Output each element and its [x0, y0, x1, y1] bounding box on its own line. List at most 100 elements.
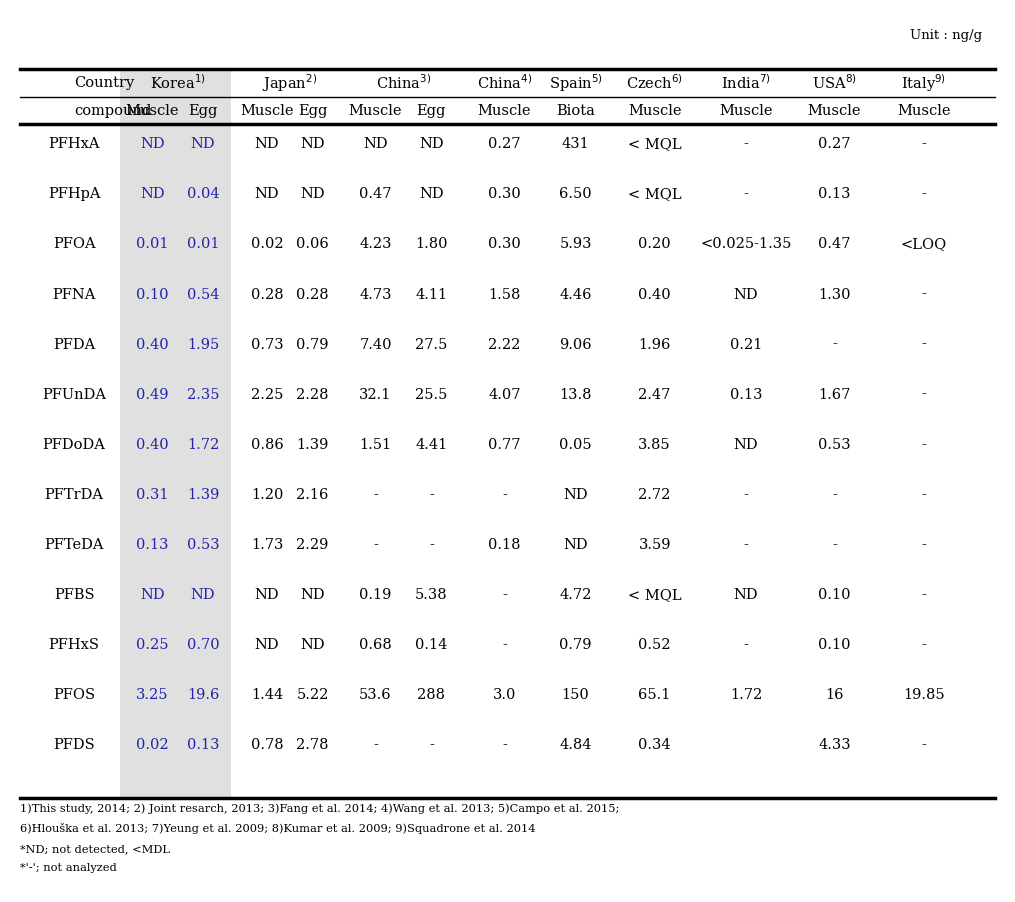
Text: -: -: [429, 538, 433, 552]
Text: -: -: [429, 738, 433, 752]
Text: 0.01: 0.01: [136, 237, 168, 252]
Text: 1.96: 1.96: [638, 337, 671, 352]
Text: 6.50: 6.50: [559, 188, 592, 201]
Text: Egg: Egg: [298, 104, 327, 118]
Text: 4.11: 4.11: [415, 288, 448, 301]
Text: Muscle: Muscle: [478, 104, 531, 118]
Text: ND: ND: [734, 288, 758, 301]
Text: 1.80: 1.80: [415, 237, 448, 252]
Text: 0.04: 0.04: [187, 188, 219, 201]
Text: -: -: [502, 738, 506, 752]
Text: 0.47: 0.47: [818, 237, 851, 252]
Text: < MQL: < MQL: [628, 137, 681, 152]
Text: 4.73: 4.73: [359, 288, 392, 301]
Text: -: -: [502, 588, 506, 602]
Text: -: -: [832, 337, 836, 352]
Text: 2.72: 2.72: [638, 488, 671, 502]
Text: 0.28: 0.28: [251, 288, 283, 301]
Text: 0.06: 0.06: [296, 237, 329, 252]
Text: Japan$^{2)}$: Japan$^{2)}$: [262, 72, 318, 94]
Text: 1.95: 1.95: [187, 337, 219, 352]
Text: Italy$^{9)}$: Italy$^{9)}$: [901, 72, 946, 94]
Text: PFTrDA: PFTrDA: [45, 488, 104, 502]
Text: 1.73: 1.73: [251, 538, 283, 552]
Text: < MQL: < MQL: [628, 588, 681, 602]
Text: *'-'; not analyzed: *'-'; not analyzed: [20, 862, 117, 873]
Text: 2.28: 2.28: [296, 388, 329, 401]
Text: 3.0: 3.0: [492, 688, 517, 702]
Text: 0.68: 0.68: [359, 638, 392, 652]
Text: 27.5: 27.5: [415, 337, 448, 352]
Text: ND: ND: [734, 588, 758, 602]
Text: USA$^{8)}$: USA$^{8)}$: [812, 74, 857, 92]
Text: 0.28: 0.28: [296, 288, 329, 301]
Text: -: -: [922, 337, 926, 352]
Text: 16: 16: [825, 688, 843, 702]
Text: 0.30: 0.30: [488, 237, 521, 252]
Text: 0.49: 0.49: [136, 388, 168, 401]
Text: Egg: Egg: [417, 104, 446, 118]
Text: 0.54: 0.54: [187, 288, 219, 301]
Text: 2.78: 2.78: [296, 738, 329, 752]
Text: 13.8: 13.8: [559, 388, 592, 401]
Text: PFOA: PFOA: [53, 237, 95, 252]
Text: 0.86: 0.86: [251, 437, 283, 452]
Text: 0.73: 0.73: [251, 337, 283, 352]
Text: ND: ND: [300, 137, 325, 152]
Text: -: -: [922, 188, 926, 201]
Text: 65.1: 65.1: [638, 688, 671, 702]
Text: 0.40: 0.40: [136, 337, 168, 352]
Text: -: -: [922, 638, 926, 652]
Text: 0.34: 0.34: [638, 738, 671, 752]
Text: 5.38: 5.38: [415, 588, 448, 602]
Text: 4.84: 4.84: [559, 738, 592, 752]
Text: 19.85: 19.85: [902, 688, 945, 702]
Text: 3.25: 3.25: [136, 688, 168, 702]
Text: 2.35: 2.35: [187, 388, 219, 401]
Text: 0.13: 0.13: [818, 188, 851, 201]
Text: -: -: [832, 538, 836, 552]
Text: -: -: [744, 188, 748, 201]
Text: ND: ND: [300, 588, 325, 602]
Text: -: -: [374, 738, 378, 752]
Text: 2.22: 2.22: [488, 337, 521, 352]
Text: PFBS: PFBS: [54, 588, 94, 602]
Text: -: -: [502, 638, 506, 652]
Text: 0.13: 0.13: [187, 738, 219, 752]
Text: -: -: [832, 488, 836, 502]
Text: ND: ND: [140, 137, 164, 152]
Text: 0.53: 0.53: [187, 538, 219, 552]
Text: 150: 150: [561, 688, 590, 702]
Text: 0.02: 0.02: [136, 738, 168, 752]
Text: China$^{3)}$: China$^{3)}$: [376, 74, 431, 92]
Text: Country: Country: [74, 76, 134, 90]
Text: 1.72: 1.72: [730, 688, 762, 702]
Text: 0.30: 0.30: [488, 188, 521, 201]
Text: 0.27: 0.27: [818, 137, 851, 152]
Text: Muscle: Muscle: [808, 104, 861, 118]
Text: China$^{4)}$: China$^{4)}$: [477, 74, 532, 92]
Text: ND: ND: [563, 488, 588, 502]
Text: 0.25: 0.25: [136, 638, 168, 652]
Text: Muscle: Muscle: [897, 104, 950, 118]
Text: 32.1: 32.1: [359, 388, 392, 401]
Text: Czech$^{6)}$: Czech$^{6)}$: [626, 74, 683, 92]
Text: 288: 288: [417, 688, 446, 702]
Text: 4.46: 4.46: [559, 288, 592, 301]
Text: 0.53: 0.53: [818, 437, 851, 452]
Text: PFNA: PFNA: [53, 288, 95, 301]
Text: 0.52: 0.52: [638, 638, 671, 652]
Text: -: -: [429, 488, 433, 502]
Text: *ND; not detected, <MDL: *ND; not detected, <MDL: [20, 844, 171, 855]
Text: 1.39: 1.39: [187, 488, 219, 502]
Text: 1)This study, 2014; 2) Joint resarch, 2013; 3)Fang et al. 2014; 4)Wang et al. 20: 1)This study, 2014; 2) Joint resarch, 20…: [20, 804, 620, 815]
Text: 5.22: 5.22: [296, 688, 329, 702]
Text: 0.10: 0.10: [818, 638, 851, 652]
Text: -: -: [502, 488, 506, 502]
Text: PFDS: PFDS: [53, 738, 95, 752]
Text: 9.06: 9.06: [559, 337, 592, 352]
Text: -: -: [922, 588, 926, 602]
Text: ND: ND: [255, 188, 279, 201]
Text: 1.39: 1.39: [296, 437, 329, 452]
Text: 0.79: 0.79: [296, 337, 329, 352]
